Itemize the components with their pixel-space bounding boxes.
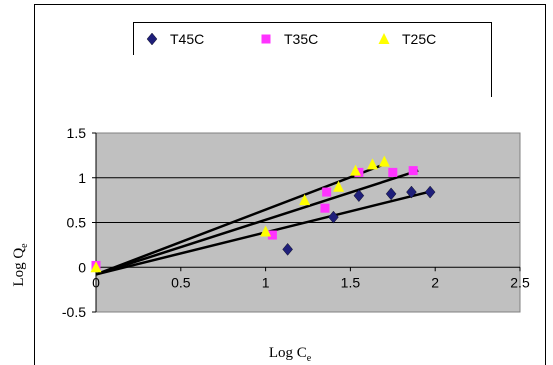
y-axis: -0.5 0 0.5 1 1.5	[62, 125, 97, 320]
x-tick-label: 2	[431, 274, 439, 290]
y-axis-title-sub: e	[19, 243, 30, 248]
trendline	[95, 169, 419, 276]
legend-border	[133, 22, 492, 97]
legend-label: T35C	[284, 31, 318, 47]
data-point	[282, 243, 293, 256]
legend: T45C T35C T25C	[133, 22, 492, 97]
data-point	[260, 225, 272, 237]
data-point	[388, 167, 398, 177]
y-tick-label: 1	[78, 170, 86, 186]
data-point	[353, 189, 365, 202]
x-axis: 0 0.5 1 1.5 2 2.5	[92, 266, 530, 290]
data-points	[90, 155, 436, 273]
data-point	[320, 203, 330, 213]
y-tick-label: 0	[78, 259, 86, 275]
x-axis-title-sub: e	[307, 353, 312, 364]
y-axis-title-main: Log Q	[11, 248, 27, 287]
data-point	[299, 194, 311, 206]
data-point	[366, 158, 378, 170]
y-tick-label: -0.5	[62, 304, 86, 320]
legend-label: T45C	[170, 31, 204, 47]
data-point	[385, 187, 397, 201]
x-axis-title-main: Log C	[269, 345, 307, 361]
x-tick-label: 0.5	[171, 274, 191, 290]
data-point	[349, 164, 361, 176]
data-point	[406, 185, 417, 199]
trendline	[95, 163, 385, 276]
legend-marker	[146, 32, 158, 46]
data-point	[267, 230, 277, 240]
data-point	[424, 185, 436, 199]
x-tick-label: 2.5	[510, 274, 530, 290]
y-tick-label: 0.5	[67, 215, 87, 231]
data-point	[333, 180, 345, 192]
legend-marker	[378, 33, 390, 44]
data-point	[378, 155, 390, 167]
x-tick-label: 1.5	[341, 274, 361, 290]
legend-marker	[261, 34, 271, 44]
y-tick-label: 1.5	[67, 125, 87, 141]
y-axis-title: Log Qe	[11, 243, 30, 287]
x-tick-label: 0	[92, 274, 100, 290]
data-point	[328, 210, 339, 224]
x-axis-title: Log Ce	[269, 345, 312, 364]
data-point	[322, 187, 332, 197]
data-point	[408, 166, 418, 176]
legend-label: T25C	[402, 31, 436, 47]
data-point	[90, 261, 102, 273]
x-tick-label: 1	[262, 274, 270, 290]
